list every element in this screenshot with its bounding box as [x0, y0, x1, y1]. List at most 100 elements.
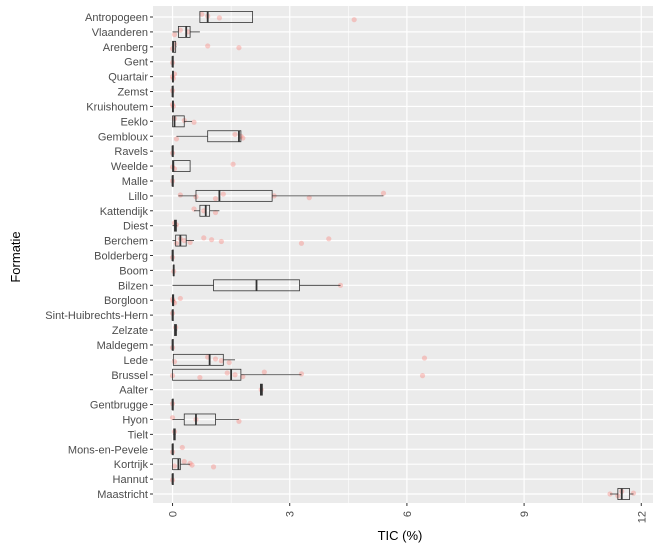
data-point	[191, 119, 197, 125]
y-tick-label: Berchem	[104, 236, 148, 248]
boxes	[171, 11, 634, 500]
data-point	[191, 206, 197, 212]
y-tick-label: Hannut	[113, 474, 148, 486]
data-point	[419, 373, 426, 379]
data-point	[173, 136, 180, 142]
data-point	[218, 238, 224, 245]
data-point	[351, 17, 357, 23]
y-tick-label: Kortrijk	[114, 459, 149, 471]
y-tick-label: Antropogeen	[85, 12, 148, 24]
data-point	[177, 295, 183, 302]
data-point	[232, 131, 238, 138]
y-tick-label: Arenberg	[103, 42, 148, 54]
data-point	[380, 190, 387, 196]
data-point	[226, 359, 232, 366]
y-tick-label: Lillo	[128, 191, 148, 203]
data-point	[240, 373, 246, 380]
x-tick-label: 3	[285, 511, 297, 517]
gridlines	[153, 6, 653, 503]
data-point	[298, 371, 305, 377]
box-iqr	[172, 115, 185, 128]
y-tick-label: Eeklo	[120, 116, 148, 128]
data-point	[201, 235, 207, 241]
data-point	[216, 15, 223, 21]
box-iqr	[199, 11, 254, 23]
y-axis-title: Formatie	[8, 231, 23, 282]
y-tick-label: Tielt	[128, 429, 148, 441]
box-iqr	[199, 204, 211, 217]
data-point	[630, 490, 637, 496]
data-point	[212, 209, 219, 216]
y-tick-label: Sint-Huibrechts-Hern	[45, 310, 148, 322]
y-tick-label: Vlaanderen	[92, 27, 148, 39]
data-point	[177, 192, 183, 198]
x-tick-label: 9	[519, 511, 531, 517]
jitter-points	[169, 11, 637, 499]
y-tick-label: Gent	[124, 57, 148, 69]
data-point	[261, 369, 267, 375]
data-point	[326, 236, 332, 242]
y-tick-label: Maastricht	[97, 489, 148, 501]
x-tick-label: 6	[402, 511, 414, 517]
y-tick-label: Zemst	[117, 87, 148, 99]
data-point	[181, 237, 187, 244]
data-point	[224, 370, 230, 376]
data-point	[298, 240, 305, 246]
y-tick-label: Quartair	[108, 72, 148, 84]
box-iqr	[617, 488, 630, 500]
x-tick-label: 0	[168, 511, 180, 517]
y-tick-label: Malle	[122, 176, 148, 188]
data-point	[208, 237, 215, 243]
y-axis-ticks: Antropogeen Vlaanderen Arenberg Gent Quartai…	[45, 12, 153, 501]
data-point	[181, 458, 187, 465]
data-point	[240, 135, 246, 141]
box-iqr	[172, 458, 181, 471]
y-tick-label: Weelde	[111, 161, 148, 173]
data-point	[210, 464, 217, 470]
data-point	[232, 372, 238, 378]
box-iqr	[177, 26, 191, 38]
data-point	[177, 27, 183, 33]
data-point	[421, 355, 428, 361]
box-iqr	[183, 413, 216, 426]
data-point	[179, 444, 185, 451]
data-point	[169, 415, 176, 421]
data-point	[189, 462, 195, 468]
y-tick-label: Kattendijk	[100, 206, 149, 218]
data-point	[197, 374, 203, 381]
y-tick-label: Gembloux	[98, 131, 149, 143]
data-point	[171, 463, 178, 469]
data-point	[236, 418, 242, 424]
y-tick-label: Maldegem	[97, 340, 148, 352]
y-tick-label: Brussel	[111, 370, 148, 382]
y-tick-label: Aalter	[119, 385, 148, 397]
data-point	[212, 195, 219, 202]
y-tick-label: Mons-en-Pevele	[68, 444, 148, 456]
data-point	[187, 460, 193, 466]
y-tick-label: Bolderberg	[94, 251, 148, 263]
data-point	[171, 32, 178, 38]
box-iqr	[195, 189, 273, 202]
box-iqr	[207, 130, 242, 143]
y-tick-label: Borgloon	[104, 295, 148, 307]
box-iqr	[172, 353, 224, 366]
y-tick-label: Diest	[123, 221, 148, 233]
y-tick-label: Kruishoutem	[86, 101, 148, 113]
x-axis-ticks: 0 3 6 9 12	[168, 503, 648, 523]
y-tick-label: Bilzen	[118, 280, 148, 292]
data-point	[220, 191, 226, 197]
y-tick-label: Zelzate	[112, 325, 148, 337]
y-tick-label: Hyon	[122, 414, 148, 426]
data-point	[236, 45, 242, 51]
y-tick-label: Boom	[119, 265, 148, 277]
plot-panel	[153, 6, 653, 503]
data-point	[173, 240, 180, 246]
x-axis-title: TIC (%)	[378, 528, 423, 543]
box-iqr	[172, 368, 242, 381]
data-point	[212, 356, 219, 362]
data-point	[205, 43, 211, 49]
y-tick-label: Ravels	[114, 146, 148, 158]
data-point	[218, 358, 224, 364]
y-tick-label: Lede	[124, 355, 148, 367]
